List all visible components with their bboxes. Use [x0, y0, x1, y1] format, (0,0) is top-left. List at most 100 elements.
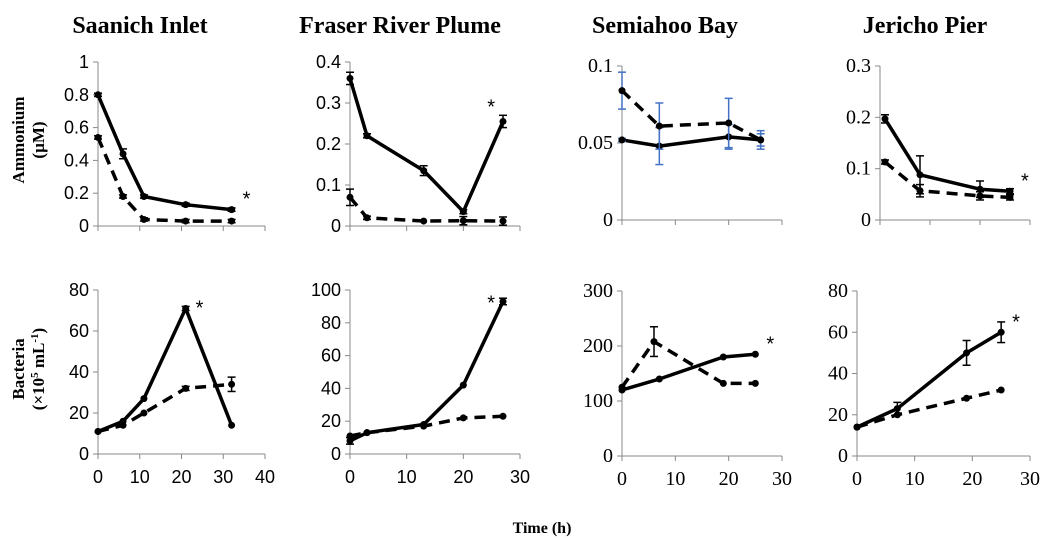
dashed-series-line	[856, 388, 1002, 429]
dashed-series-point	[459, 414, 467, 422]
solid-series-point	[499, 297, 507, 305]
significance-star: *	[766, 333, 774, 355]
x-axis-label: Time (h)	[513, 520, 572, 537]
chart-panel-7: 0 100 200 300 0 10 20 30 *	[583, 280, 792, 490]
dashed-series-point	[751, 379, 759, 387]
solid-series-point	[916, 171, 924, 179]
dashed-series-point	[719, 379, 727, 387]
solid-series-point	[140, 192, 148, 200]
x-tick-label: 30	[213, 467, 233, 487]
y-tick-label: 0	[79, 216, 89, 236]
chart-panel-6: 0 20 40 60 80 100 0 10 20 30 *	[311, 280, 530, 487]
solid-series-point	[140, 395, 148, 403]
y-tick-label: 0.2	[64, 183, 89, 203]
y-tick-label: 40	[69, 362, 89, 382]
x-tick-label: 40	[255, 467, 275, 487]
dashed-series-point	[916, 187, 924, 195]
x-tick-label: 20	[171, 467, 191, 487]
solid-series-point	[346, 437, 354, 445]
solid-series-point	[228, 206, 236, 214]
bacteria-unit-prefix: (×10	[29, 378, 48, 410]
y-tick-label: 20	[828, 404, 848, 426]
row-label-ammonium-unit: (µM)	[29, 121, 48, 158]
significance-star: *	[243, 189, 251, 211]
dashed-series-point	[182, 217, 190, 225]
y-tick-label: 0	[331, 444, 341, 464]
y-tick-label: 1	[79, 52, 89, 72]
solid-series-point	[963, 349, 971, 357]
dashed-series-point	[650, 338, 658, 346]
dashed-series-point	[618, 383, 626, 391]
solid-series-point	[420, 167, 428, 175]
dashed-series-point	[893, 411, 901, 419]
solid-series-line	[883, 117, 1011, 193]
x-tick-label: 0	[93, 467, 103, 487]
y-tick-label: 300	[583, 280, 613, 302]
dashed-series-point	[655, 122, 663, 130]
dashed-series-point	[420, 217, 428, 225]
row-label-bacteria-unit: (×105 mL-1)	[29, 328, 48, 410]
solid-series-point	[499, 117, 507, 125]
y-tick-label: 60	[321, 346, 341, 366]
y-tick-label: 0.2	[846, 106, 871, 128]
column-title-fraser-river-plume: Fraser River Plume	[299, 13, 501, 39]
y-tick-label: 0.6	[64, 118, 89, 138]
dashed-series-point	[963, 394, 971, 402]
y-tick-label: 20	[321, 411, 341, 431]
y-tick-label: 40	[828, 363, 848, 385]
x-tick-label: 0	[617, 468, 627, 490]
dashed-series-line	[97, 382, 232, 434]
x-tick-label: 10	[905, 468, 925, 490]
solid-series-point	[751, 350, 759, 358]
x-tick-label: 10	[665, 468, 685, 490]
bacteria-unit-exponent: 5	[29, 372, 41, 378]
y-tick-label: 0	[79, 444, 89, 464]
solid-series-point	[893, 405, 901, 413]
chart-panel-4: 0 0.1 0.2 0.3 *	[846, 55, 1031, 231]
x-tick-label: 30	[772, 468, 792, 490]
dashed-series-line	[620, 89, 762, 142]
dashed-series-point	[976, 192, 984, 200]
chart-panel-1: 0 0.2 0.4 0.6 0.8 1 *	[64, 52, 266, 236]
chart-panel-5: 0 20 40 60 80 0 10 20 30 40 *	[69, 280, 275, 487]
bacteria-unit-mid: mL	[29, 343, 48, 373]
row-label-bacteria: Bacteria	[9, 338, 28, 400]
y-tick-label: 0.1	[588, 55, 613, 77]
y-tick-label: 0.05	[578, 132, 613, 154]
solid-series-line	[97, 306, 234, 434]
dashed-series-line	[620, 339, 756, 389]
x-tick-label: 20	[719, 468, 739, 490]
solid-series-point	[119, 150, 127, 158]
solid-series-line	[349, 300, 505, 443]
dashed-series-point	[853, 423, 861, 431]
y-tick-label: 0.1	[846, 158, 871, 180]
y-tick-label: 80	[321, 313, 341, 333]
dashed-series-point	[94, 427, 102, 435]
dashed-series-point	[228, 217, 236, 225]
solid-series-point	[459, 208, 467, 216]
dashed-series-point	[997, 386, 1005, 394]
x-tick-label: 0	[345, 467, 355, 487]
x-tick-label: 10	[397, 467, 417, 487]
solid-series-point	[976, 185, 984, 193]
dashed-series-point	[881, 158, 889, 166]
y-tick-label: 0.3	[846, 55, 871, 77]
dashed-series-line	[883, 160, 1011, 200]
dashed-series-point	[459, 217, 467, 225]
dashed-series-point	[119, 192, 127, 200]
solid-series-point	[1006, 187, 1014, 195]
x-tick-label: 30	[1020, 468, 1040, 490]
dashed-series-point	[119, 421, 127, 429]
chart-panel-2: 0 0.1 0.2 0.3 0.4 *	[316, 52, 521, 236]
dashed-series-point	[499, 217, 507, 225]
dashed-series-point	[1006, 193, 1014, 201]
dashed-series-point	[228, 380, 236, 388]
solid-series-line	[621, 135, 761, 148]
dashed-series-point	[346, 193, 354, 201]
dashed-series-point	[346, 432, 354, 440]
dashed-series-point	[363, 214, 371, 222]
dashed-series-point	[499, 412, 507, 420]
y-tick-label: 0	[861, 209, 871, 231]
dashed-series-point	[94, 133, 102, 141]
